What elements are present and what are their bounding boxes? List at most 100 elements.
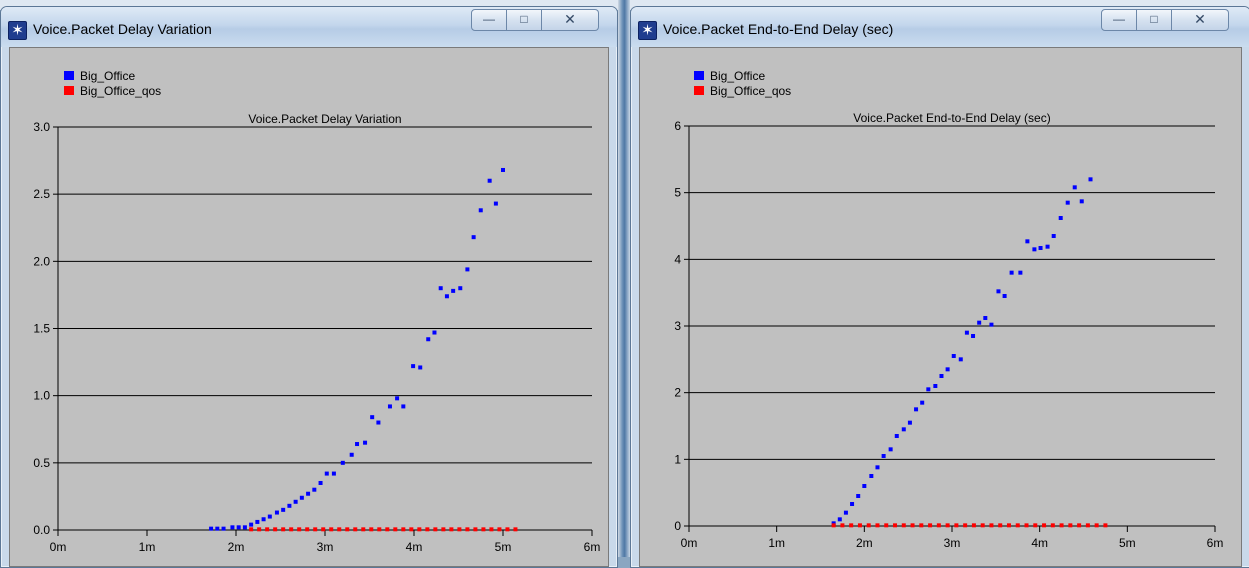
data-point (945, 523, 950, 528)
data-point (289, 527, 294, 532)
legend-swatch (64, 71, 74, 80)
data-point (1009, 270, 1014, 275)
data-point (1079, 199, 1084, 204)
data-point (1072, 185, 1077, 190)
data-point (473, 527, 478, 532)
x-tick-label: 1m (768, 536, 785, 550)
data-point (418, 365, 423, 370)
y-tick-label: 4 (674, 252, 681, 266)
data-point (411, 364, 416, 369)
data-point (257, 527, 262, 532)
opnet-star-icon: ✶ (8, 21, 27, 40)
data-point (312, 487, 317, 492)
data-point (513, 527, 518, 532)
data-point (964, 330, 969, 335)
close-button[interactable]: ✕ (542, 9, 599, 31)
x-tick-label: 3m (317, 540, 334, 554)
data-point (249, 522, 254, 527)
minimize-button[interactable]: — (1101, 9, 1137, 31)
data-point (1025, 239, 1030, 244)
data-point (306, 491, 311, 496)
data-point (274, 510, 279, 515)
data-point (281, 507, 286, 512)
window-title: Voice.Packet Delay Variation (33, 21, 212, 37)
data-point (884, 523, 889, 528)
data-point (936, 523, 941, 528)
data-point (433, 527, 438, 532)
data-point (1045, 244, 1050, 249)
data-point (837, 517, 842, 522)
data-point (417, 527, 422, 532)
data-point (305, 527, 310, 532)
close-button[interactable]: ✕ (1172, 9, 1229, 31)
x-tick-label: 4m (406, 540, 423, 554)
data-point (249, 527, 254, 532)
title-bar[interactable]: ✶ Voice.Packet Delay Variation — □ ✕ (1, 7, 617, 47)
data-point (293, 499, 298, 504)
data-point (971, 334, 976, 338)
window-controls: — □ ✕ (471, 9, 599, 31)
data-point (401, 404, 406, 409)
y-tick-label: 1.5 (33, 322, 50, 336)
y-tick-label: 2 (674, 386, 681, 400)
data-point (209, 526, 214, 531)
data-point (318, 480, 323, 485)
legend-swatch (694, 71, 704, 80)
data-point (1085, 523, 1090, 528)
window-controls: — □ ✕ (1101, 9, 1229, 31)
x-tick-label: 2m (228, 540, 245, 554)
legend-label: Big_Office (80, 69, 135, 83)
data-point (236, 525, 241, 530)
data-point (894, 434, 899, 438)
data-point (901, 427, 906, 432)
data-point (329, 527, 334, 532)
data-point (1050, 523, 1055, 528)
window-end-to-end-delay[interactable]: ✶ Voice.Packet End-to-End Delay (sec) — … (630, 6, 1249, 568)
data-point (353, 527, 358, 532)
data-point (1051, 234, 1056, 238)
data-point (1094, 523, 1099, 528)
y-tick-label: 3.0 (33, 120, 50, 134)
data-point (221, 526, 226, 531)
x-tick-label: 0m (681, 536, 698, 550)
data-point (497, 527, 502, 532)
x-tick-label: 4m (1031, 536, 1048, 550)
data-point (933, 384, 938, 388)
data-point (340, 460, 345, 465)
data-point (1033, 523, 1038, 528)
y-tick-label: 2.5 (33, 187, 50, 201)
data-point (426, 337, 431, 342)
maximize-button[interactable]: □ (507, 9, 542, 31)
data-point (265, 527, 270, 532)
data-point (857, 523, 862, 528)
data-point (261, 517, 266, 522)
data-point (255, 519, 260, 524)
data-point (377, 527, 382, 532)
data-point (387, 404, 392, 409)
data-point (998, 523, 1003, 528)
legend-swatch (64, 86, 74, 95)
x-tick-label: 5m (1119, 536, 1136, 550)
title-bar[interactable]: ✶ Voice.Packet End-to-End Delay (sec) — … (631, 7, 1249, 47)
window-packet-delay-variation[interactable]: ✶ Voice.Packet Delay Variation — □ ✕ Big… (0, 6, 618, 568)
data-point (958, 357, 963, 362)
data-point (1103, 523, 1108, 528)
data-point (831, 523, 836, 528)
y-tick-label: 6 (674, 119, 681, 133)
data-point (1065, 200, 1070, 205)
data-point (281, 527, 286, 532)
data-point (349, 452, 354, 457)
data-point (919, 523, 924, 528)
maximize-button[interactable]: □ (1137, 9, 1172, 31)
data-point (299, 495, 304, 500)
data-point (843, 510, 848, 515)
y-tick-label: 0.5 (33, 456, 50, 470)
data-point (866, 523, 871, 528)
minimize-button[interactable]: — (471, 9, 507, 31)
data-point (401, 527, 406, 532)
data-point (980, 523, 985, 528)
x-tick-label: 6m (1207, 536, 1224, 550)
data-point (457, 527, 462, 532)
